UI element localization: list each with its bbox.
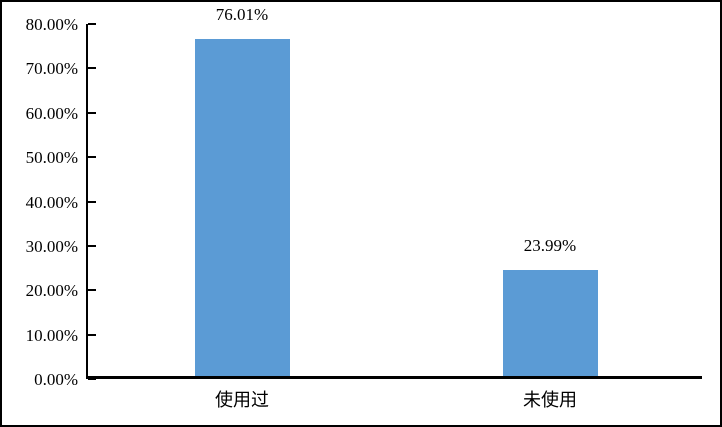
bar-value-label: 23.99% xyxy=(523,235,577,255)
y-axis-tick-label: 60.00% xyxy=(25,103,78,123)
y-axis-tick xyxy=(88,156,96,159)
y-axis-tick xyxy=(88,333,96,336)
y-axis-tick-label: 40.00% xyxy=(25,192,78,212)
bar-使用过 xyxy=(195,39,290,376)
y-axis-tick-label: 20.00% xyxy=(25,281,78,301)
y-axis-tick-label: 70.00% xyxy=(25,59,78,79)
y-axis-tick-label: 10.00% xyxy=(25,325,78,345)
x-axis-category-label: 使用过 xyxy=(215,390,269,410)
y-axis-tick-label: 80.00% xyxy=(25,15,78,34)
y-axis-tick xyxy=(88,67,96,70)
bar-未使用 xyxy=(503,270,598,376)
y-axis-tick xyxy=(88,111,96,114)
y-axis-tick xyxy=(88,23,96,25)
y-axis-tick-label: 0.00% xyxy=(34,370,78,389)
y-axis-tick-label: 50.00% xyxy=(25,148,78,168)
plot-area: 76.01% 23.99% xyxy=(86,5,702,380)
y-axis-tick xyxy=(88,200,96,203)
y-axis-tick xyxy=(88,378,96,380)
y-axis-tick xyxy=(88,289,96,292)
y-axis-tick-label: 30.00% xyxy=(25,236,78,256)
x-axis-category-label: 未使用 xyxy=(523,390,577,410)
y-axis-tick xyxy=(88,244,96,247)
bar-value-label: 76.01% xyxy=(215,4,269,24)
